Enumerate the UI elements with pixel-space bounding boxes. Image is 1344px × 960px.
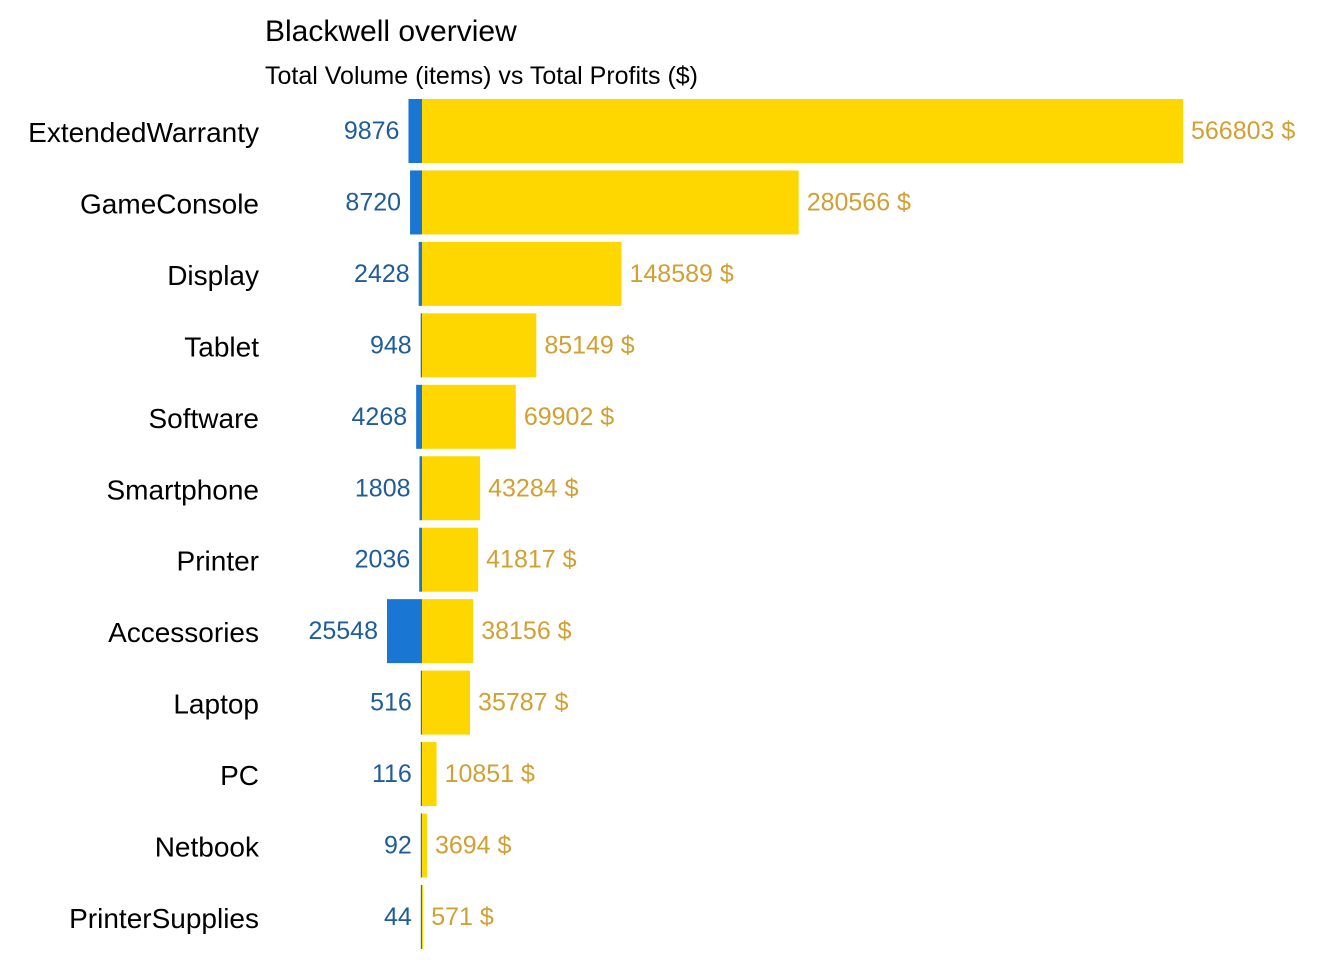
profit-bar xyxy=(422,456,481,521)
category-label: Accessories xyxy=(108,617,259,648)
volume-bar xyxy=(420,884,422,949)
volume-value-label: 8720 xyxy=(345,188,401,216)
category-label: Display xyxy=(167,260,259,291)
profit-bar xyxy=(422,313,537,378)
volume-bar xyxy=(419,456,422,521)
profit-value-label: 69902 $ xyxy=(524,403,614,431)
chart-title: Blackwell overview xyxy=(265,15,517,48)
volume-data-labels: 9876 8720 2428 948 4268 1808 2036 25548 516 116 92… xyxy=(308,117,411,931)
category-label: Smartphone xyxy=(106,474,259,505)
profit-bar xyxy=(422,99,1183,163)
category-axis-labels: ExtendedWarranty GameConsole Display Tablet… xyxy=(28,117,260,934)
category-label: ExtendedWarranty xyxy=(28,117,259,148)
profit-bar xyxy=(422,670,471,735)
volume-bar xyxy=(408,99,422,163)
volume-bar xyxy=(387,599,422,664)
category-label: Software xyxy=(149,403,260,434)
profit-value-label: 3694 $ xyxy=(435,832,512,860)
volume-value-label: 25548 xyxy=(308,617,378,645)
profit-bar xyxy=(422,599,474,664)
profit-value-label: 35787 $ xyxy=(478,689,568,717)
volume-value-label: 9876 xyxy=(344,117,400,145)
volume-value-label: 948 xyxy=(370,331,412,359)
volume-value-label: 4268 xyxy=(352,403,408,431)
volume-bar xyxy=(410,170,422,235)
category-label: Tablet xyxy=(184,331,259,362)
volume-value-label: 44 xyxy=(384,903,412,931)
volume-value-label: 2036 xyxy=(355,546,411,574)
category-label: Netbook xyxy=(155,832,260,863)
volume-bar xyxy=(420,670,422,735)
profit-bar xyxy=(422,884,424,949)
profit-bar xyxy=(422,384,516,449)
volume-bars xyxy=(387,99,422,949)
volume-bar xyxy=(419,527,422,592)
profit-bar xyxy=(422,170,799,235)
category-label: GameConsole xyxy=(80,188,259,219)
category-label: Laptop xyxy=(173,689,259,720)
profit-value-label: 43284 $ xyxy=(488,474,578,502)
volume-bar xyxy=(420,813,422,878)
volume-bar xyxy=(418,241,422,306)
category-label: PrinterSupplies xyxy=(69,903,259,934)
profit-value-label: 571 $ xyxy=(431,903,494,931)
profit-value-label: 41817 $ xyxy=(486,546,576,574)
profit-bar xyxy=(422,527,479,592)
volume-value-label: 516 xyxy=(370,689,412,717)
profit-value-label: 566803 $ xyxy=(1191,117,1295,145)
profit-value-label: 148589 $ xyxy=(629,260,733,288)
category-label: Printer xyxy=(177,546,259,577)
profit-data-labels: 566803 $ 280566 $ 148589 $ 85149 $ 69902 $ 43… xyxy=(431,117,1295,931)
category-label: PC xyxy=(220,760,259,791)
profit-value-label: 38156 $ xyxy=(481,617,571,645)
profit-value-label: 85149 $ xyxy=(544,331,634,359)
volume-value-label: 92 xyxy=(384,832,412,860)
profit-bars xyxy=(422,99,1183,949)
volume-value-label: 116 xyxy=(372,760,412,788)
profit-bar xyxy=(422,813,427,878)
profit-bar xyxy=(422,241,622,306)
volume-value-label: 2428 xyxy=(354,260,410,288)
volume-bar xyxy=(420,742,422,807)
volume-value-label: 1808 xyxy=(355,474,411,502)
profit-value-label: 280566 $ xyxy=(807,188,911,216)
volume-bar xyxy=(420,313,422,378)
profit-value-label: 10851 $ xyxy=(445,760,535,788)
volume-bar xyxy=(416,384,422,449)
profit-bar xyxy=(422,742,437,807)
chart-subtitle: Total Volume (items) vs Total Profits ($… xyxy=(265,62,698,90)
